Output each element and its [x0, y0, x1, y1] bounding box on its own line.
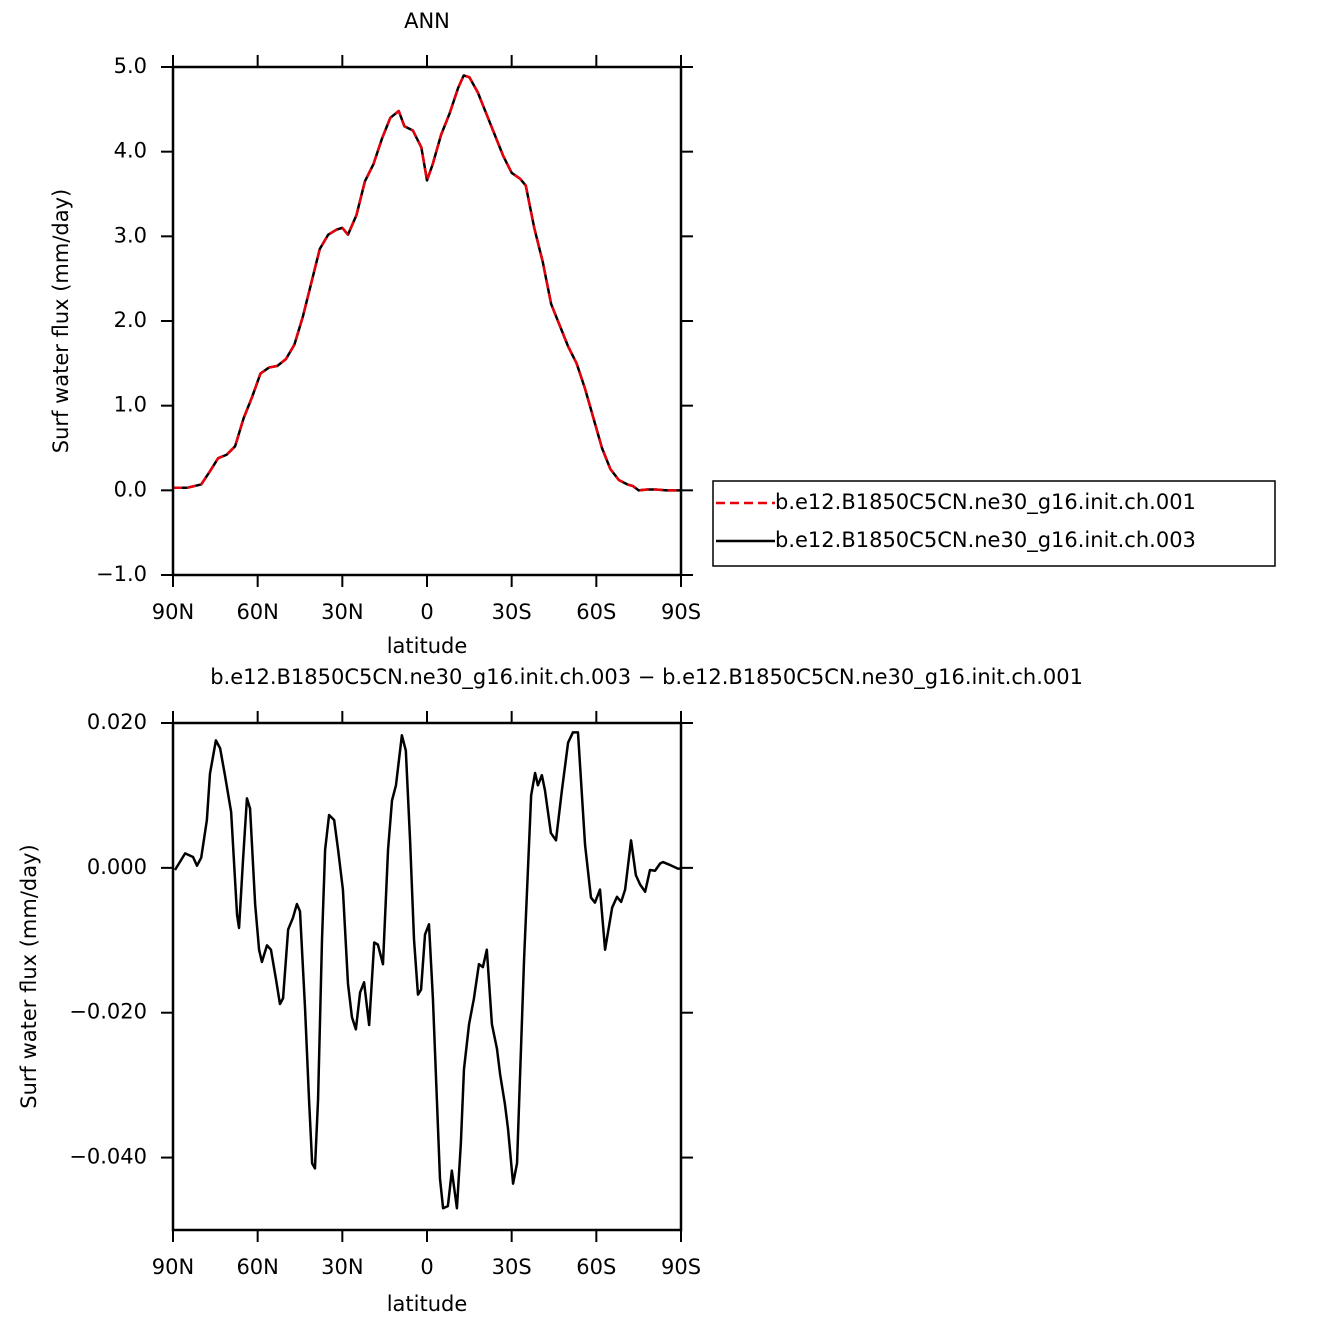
- y-tick-label: 5.0: [114, 54, 147, 78]
- data-line: [173, 74, 681, 492]
- x-tick-label: 0: [420, 600, 433, 624]
- y-tick-label: −0.040: [69, 1145, 147, 1169]
- x-tick-label: 30S: [492, 600, 532, 624]
- plot-frame: [171, 65, 683, 577]
- data-line: [173, 74, 681, 492]
- y-tick-label: −0.020: [69, 1000, 147, 1024]
- x-tick-label: 0: [420, 1255, 433, 1279]
- y-tick-label: 3.0: [114, 223, 147, 247]
- data-line: [173, 731, 681, 1210]
- y-tick-label: 0.0: [114, 477, 147, 501]
- x-tick-label: 60S: [576, 600, 616, 624]
- x-tick-label: 30N: [321, 600, 363, 624]
- chart-title: ANN: [404, 9, 450, 33]
- legend-label: b.e12.B1850C5CN.ne30_g16.init.ch.001: [775, 490, 1196, 515]
- y-tick-label: −1.0: [96, 562, 147, 586]
- y-axis-label: Surf water flux (mm/day): [49, 189, 73, 454]
- x-axis-label: latitude: [387, 634, 468, 658]
- x-tick-label: 90S: [661, 600, 701, 624]
- legend-box: [712, 480, 1276, 567]
- y-tick-label: 0.020: [87, 710, 147, 734]
- chart-title: b.e12.B1850C5CN.ne30_g16.init.ch.003 − b…: [210, 665, 1083, 690]
- y-axis-label: Surf water flux (mm/day): [17, 844, 41, 1109]
- x-tick-label: 30N: [321, 1255, 363, 1279]
- plot-frame: [171, 721, 683, 1232]
- x-tick-label: 90N: [152, 1255, 194, 1279]
- legend-label: b.e12.B1850C5CN.ne30_g16.init.ch.003: [775, 528, 1196, 553]
- x-tick-label: 90N: [152, 600, 194, 624]
- x-tick-label: 30S: [492, 1255, 532, 1279]
- y-tick-label: 4.0: [114, 139, 147, 163]
- x-tick-label: 60N: [236, 1255, 278, 1279]
- y-tick-label: 0.000: [87, 855, 147, 879]
- y-tick-label: 2.0: [114, 308, 147, 332]
- y-tick-label: 1.0: [114, 393, 147, 417]
- x-tick-label: 60N: [236, 600, 278, 624]
- x-tick-label: 90S: [661, 1255, 701, 1279]
- x-tick-label: 60S: [576, 1255, 616, 1279]
- x-axis-label: latitude: [387, 1292, 468, 1316]
